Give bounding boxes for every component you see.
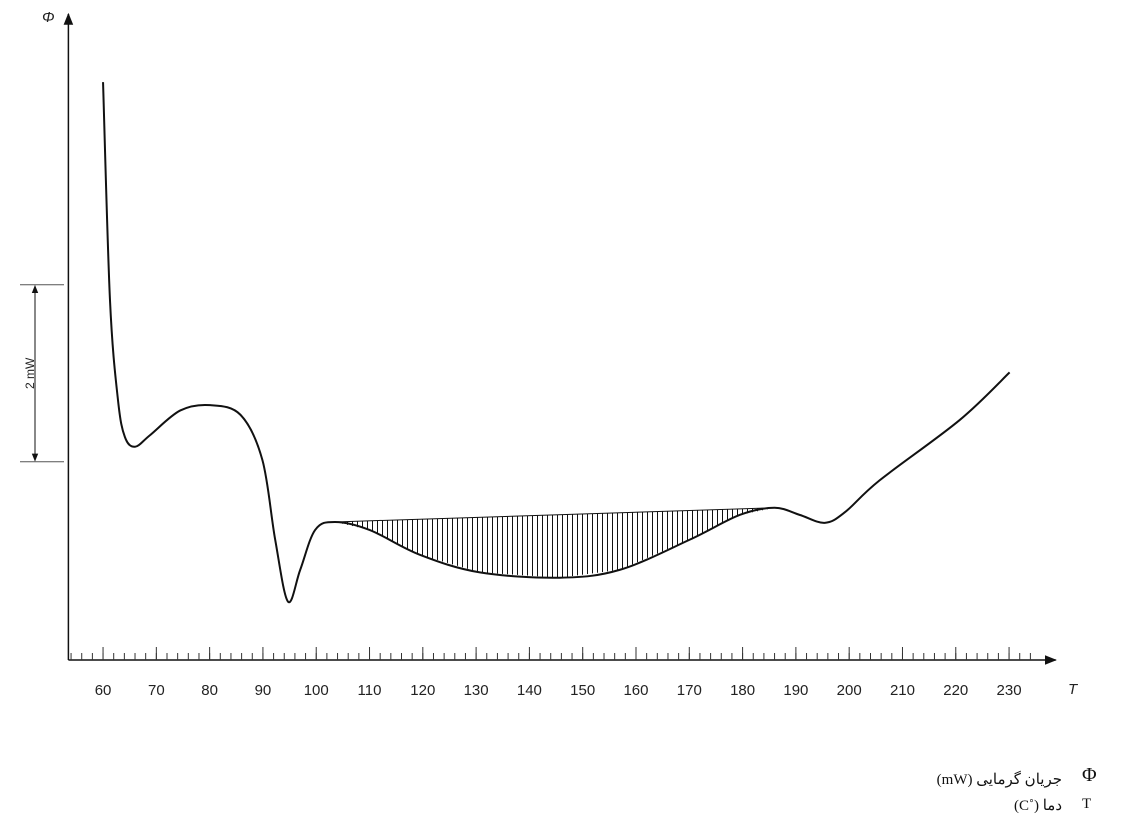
curve [102, 82, 1011, 604]
scale-bar-label: 2 mW [23, 357, 37, 389]
x-tick-label: 90 [255, 682, 272, 699]
note-symbol: T [1082, 796, 1092, 812]
x-tick-label: 160 [623, 682, 648, 699]
x-tick-label: 210 [890, 682, 915, 699]
x-tick-label: 150 [570, 682, 595, 699]
note-text: دما (˚C) [1013, 798, 1062, 814]
x-tick-label: 60 [95, 682, 112, 699]
x-tick-label: 130 [464, 682, 489, 699]
x-tick-label: 200 [837, 682, 862, 699]
x-tick-label: 230 [997, 682, 1022, 699]
hatched-area [334, 507, 775, 578]
x-tick-label: 170 [677, 682, 702, 699]
x-tick-label: 190 [783, 682, 808, 699]
x-tick-label: 100 [304, 682, 329, 699]
x-tick-label: 140 [517, 682, 542, 699]
x-tick-label: 180 [730, 682, 755, 699]
x-axis-label: T [1068, 681, 1079, 698]
x-tick-label: 70 [148, 682, 165, 699]
x-tick-label: 220 [943, 682, 968, 699]
note-text: جریان گرمایی (mW) [936, 772, 1062, 788]
x-tick-label: 110 [358, 682, 382, 699]
x-tick-label: 120 [410, 682, 435, 699]
x-tick-label: 80 [201, 682, 218, 699]
baseline [334, 507, 775, 523]
y-axis-label: Φ [42, 9, 55, 26]
note-symbol: Φ [1082, 764, 1097, 786]
